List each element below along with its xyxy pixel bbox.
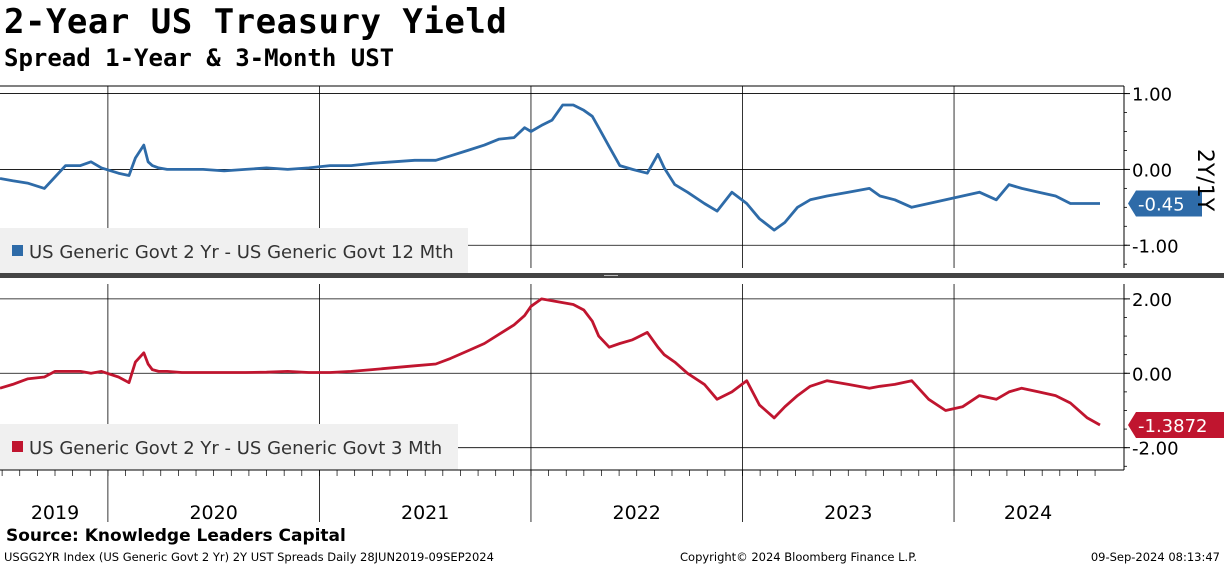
y-tick-label: 0.00 [1132,364,1172,385]
copyright-note: Copyright© 2024 Bloomberg Finance L.P. [680,550,917,564]
legend-box [0,424,458,470]
x-tick-label: 2020 [189,502,237,524]
x-tick-label: 2022 [613,502,661,524]
y-tick-label: -1.00 [1132,236,1179,257]
chart-title: 2-Year US Treasury Yield [4,2,508,42]
x-tick-label: 2023 [824,502,872,524]
x-tick-label: 2024 [1004,502,1052,524]
y-axis-title: 2Y/1Y [1192,149,1217,212]
last-value-label: -1.3872 [1138,416,1207,437]
timestamp: 09-Sep-2024 08:13:47 [1090,550,1220,564]
security-info: USGG2YR Index (US Generic Govt 2 Yr) 2Y … [4,550,494,564]
y-tick-label: 0.00 [1132,160,1172,181]
y-tick-label: 1.00 [1132,85,1172,106]
last-value-tag [1128,411,1224,438]
legend-label: US Generic Govt 2 Yr - US Generic Govt 1… [29,242,454,263]
y-tick-label: 2.00 [1132,290,1172,311]
legend-swatch [12,441,23,452]
x-tick-label: 2021 [401,502,449,524]
y-tick-label: -2.00 [1132,439,1179,460]
x-tick-label: 2019 [31,502,79,524]
last-value-label: -0.45 [1138,195,1185,216]
legend-box [0,228,468,274]
series-line [0,103,1100,232]
series-line [0,297,1101,427]
legend-label: US Generic Govt 2 Yr - US Generic Govt 3… [29,438,442,459]
chart-subtitle: Spread 1-Year & 3-Month UST [4,44,395,72]
source-note: Source: Knowledge Leaders Capital [6,526,346,546]
legend-swatch [12,245,23,256]
last-value-tag [1128,190,1202,217]
